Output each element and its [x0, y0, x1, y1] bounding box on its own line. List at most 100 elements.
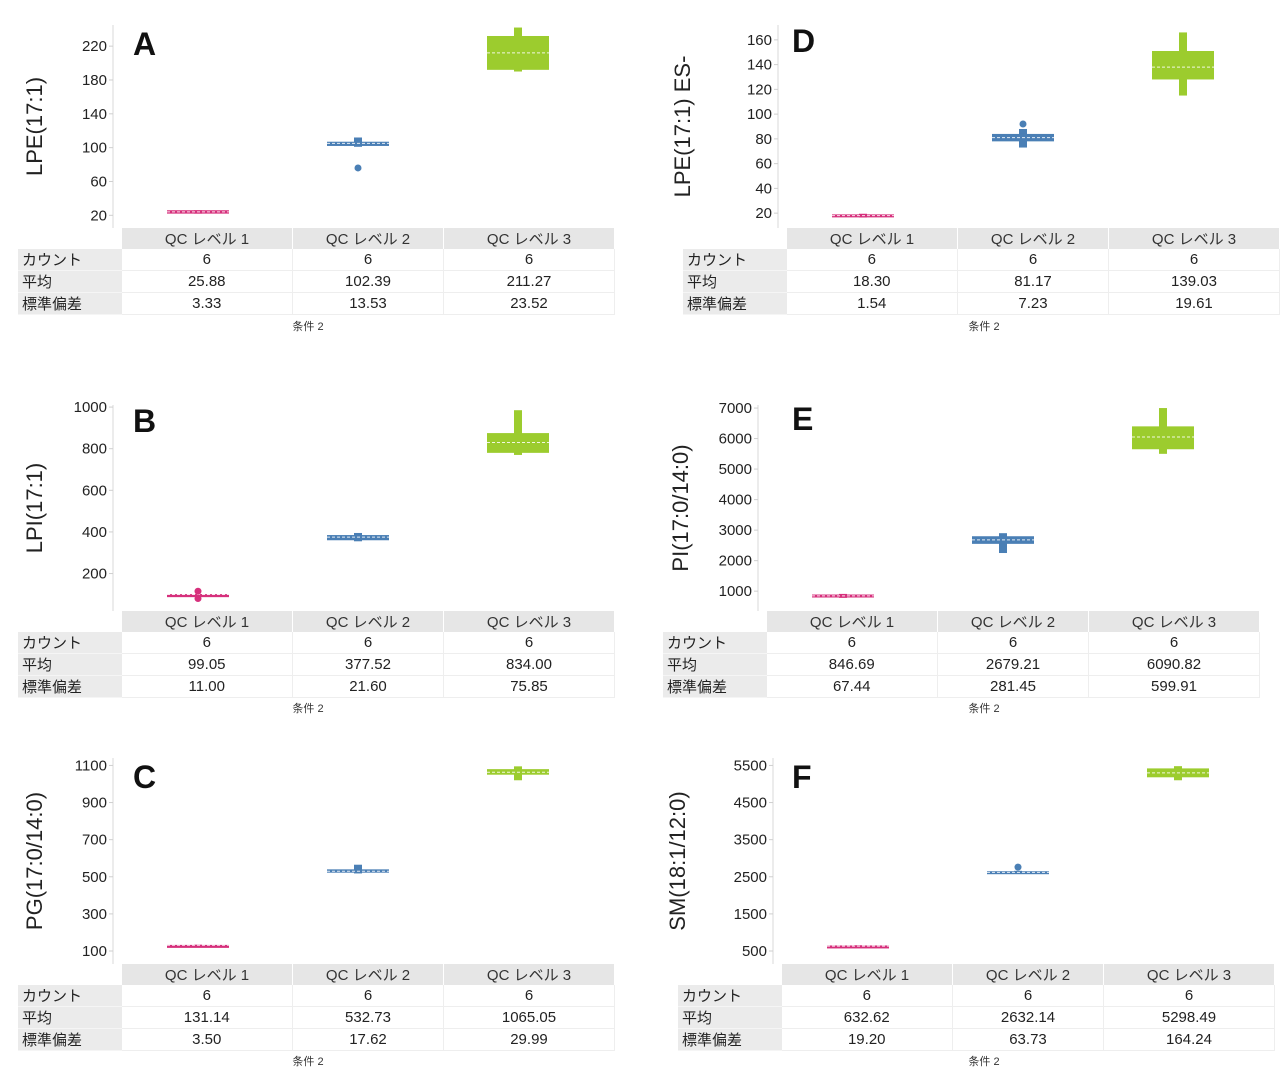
sd-value: 599.91 [1088, 675, 1260, 698]
count-value: 6 [443, 985, 615, 1007]
box-qc-level-1 [167, 210, 229, 214]
y-tick-label: 100 [82, 943, 107, 960]
count-value: 6 [121, 249, 293, 271]
column-header-qc-level-3: QC レベル 3 [443, 611, 615, 632]
y-tick-label: 180 [82, 72, 107, 89]
box-qc-level-2 [992, 120, 1054, 148]
column-header-qc-level-3: QC レベル 3 [1108, 228, 1280, 249]
mean-value: 139.03 [1108, 270, 1280, 293]
column-header-qc-level-1: QC レベル 1 [786, 228, 958, 249]
y-tick-label: 100 [82, 140, 107, 157]
sd-value: 17.62 [292, 1028, 444, 1051]
row-label-mean: 平均 [678, 1006, 782, 1029]
row-label-count: カウント [18, 985, 122, 1007]
panel-letter: A [133, 26, 156, 62]
stats-table: QC レベル 1 QC レベル 2 QC レベル 3 カウント 6 6 6 平均 18.30 81… [683, 228, 1280, 315]
chart-panel-d: 20 40 60 80 100 120 140 160 LPE(17:1) ES- D [670, 23, 1214, 228]
iqr-box [827, 945, 889, 949]
mean-value: 6090.82 [1088, 653, 1260, 676]
y-tick-label: 500 [82, 869, 107, 886]
sd-value: 3.33 [121, 292, 293, 315]
sd-value: 3.50 [121, 1028, 293, 1051]
chart-panel-e: 1000 2000 3000 4000 5000 6000 7000 PI(17:0/14:0… [668, 400, 1194, 611]
mean-value: 632.62 [781, 1006, 953, 1029]
box-qc-level-1 [827, 945, 889, 949]
column-header-qc-level-1: QC レベル 1 [121, 611, 293, 632]
count-value: 6 [766, 632, 938, 654]
column-header-qc-level-2: QC レベル 2 [292, 964, 444, 985]
stats-table: QC レベル 1 QC レベル 2 QC レベル 3 カウント 6 6 6 平均 99.05 37… [18, 611, 615, 698]
mean-value: 846.69 [766, 653, 938, 676]
iqr-box [167, 944, 229, 948]
mean-value: 99.05 [121, 653, 293, 676]
sd-value: 13.53 [292, 292, 444, 315]
y-tick-label: 1000 [719, 583, 752, 600]
mean-value: 2679.21 [937, 653, 1089, 676]
y-tick-label: 5000 [719, 461, 752, 478]
stats-row-count: カウント 6 6 6 [683, 249, 1280, 271]
y-tick-label: 100 [747, 106, 772, 123]
panel-letter: F [792, 759, 812, 795]
whisker [354, 864, 362, 874]
box-qc-level-3 [1152, 32, 1214, 96]
mean-value: 102.39 [292, 270, 444, 293]
y-tick-label: 2500 [734, 869, 767, 886]
box-qc-level-3 [1132, 408, 1194, 454]
y-tick-label: 1000 [74, 399, 107, 416]
y-tick-label: 1500 [734, 906, 767, 923]
count-value: 6 [121, 632, 293, 654]
y-tick-label: 3000 [719, 522, 752, 539]
box-qc-level-2 [327, 864, 389, 874]
table-corner [678, 964, 782, 985]
count-value: 6 [786, 249, 958, 271]
x-axis-footer-label: 条件 2 [968, 703, 1000, 715]
y-tick-label: 40 [755, 180, 772, 197]
panel-letter: C [133, 759, 156, 795]
stats-row-sd: 標準偏差 11.00 21.60 75.85 [18, 675, 615, 698]
column-header-qc-level-1: QC レベル 1 [121, 228, 293, 249]
mean-value: 377.52 [292, 653, 444, 676]
count-value: 6 [292, 985, 444, 1007]
column-header-qc-level-2: QC レベル 2 [952, 964, 1104, 985]
y-axis-label: LPE(17:1) [22, 77, 47, 176]
y-axis-label: PI(17:0/14:0) [668, 444, 693, 571]
column-header-qc-level-2: QC レベル 2 [957, 228, 1109, 249]
mean-value: 532.73 [292, 1006, 444, 1029]
x-axis-footer-label: 条件 2 [292, 1056, 324, 1068]
column-header-qc-level-3: QC レベル 3 [443, 964, 615, 985]
row-label-mean: 平均 [18, 653, 122, 676]
box-qc-level-1 [812, 593, 874, 598]
y-axis-label: SM(18:1/12:0) [665, 791, 690, 930]
y-tick-label: 2000 [719, 553, 752, 570]
stats-row-mean: 平均 846.69 2679.21 6090.82 [663, 653, 1260, 676]
mean-value: 5298.49 [1103, 1006, 1275, 1029]
column-header-qc-level-3: QC レベル 3 [1103, 964, 1275, 985]
stats-row-sd: 標準偏差 3.33 13.53 23.52 [18, 292, 615, 315]
y-tick-label: 800 [82, 441, 107, 458]
y-tick-label: 3500 [734, 832, 767, 849]
y-tick-label: 500 [742, 943, 767, 960]
count-value: 6 [292, 632, 444, 654]
panel-letter: B [133, 403, 156, 439]
y-tick-label: 60 [90, 173, 107, 190]
box-qc-level-2 [972, 533, 1034, 554]
row-label-count: カウント [683, 249, 787, 271]
row-label-sd: 標準偏差 [18, 1028, 122, 1051]
y-tick-label: 300 [82, 906, 107, 923]
y-tick-label: 7000 [719, 400, 752, 417]
sd-value: 67.44 [766, 675, 938, 698]
whisker [514, 410, 522, 455]
outlier-point [1019, 120, 1027, 128]
count-value: 6 [443, 632, 615, 654]
column-header-qc-level-3: QC レベル 3 [443, 228, 615, 249]
count-value: 6 [1108, 249, 1280, 271]
stats-table: QC レベル 1 QC レベル 2 QC レベル 3 カウント 6 6 6 平均 846.69 2… [663, 611, 1260, 698]
box-qc-level-1 [832, 213, 894, 218]
table-corner [18, 228, 122, 249]
y-tick-label: 1100 [75, 757, 107, 774]
count-value: 6 [121, 985, 293, 1007]
box-qc-level-2 [327, 137, 389, 172]
column-header-qc-level-1: QC レベル 1 [781, 964, 953, 985]
box-qc-level-3 [487, 766, 549, 781]
count-value: 6 [952, 985, 1104, 1007]
